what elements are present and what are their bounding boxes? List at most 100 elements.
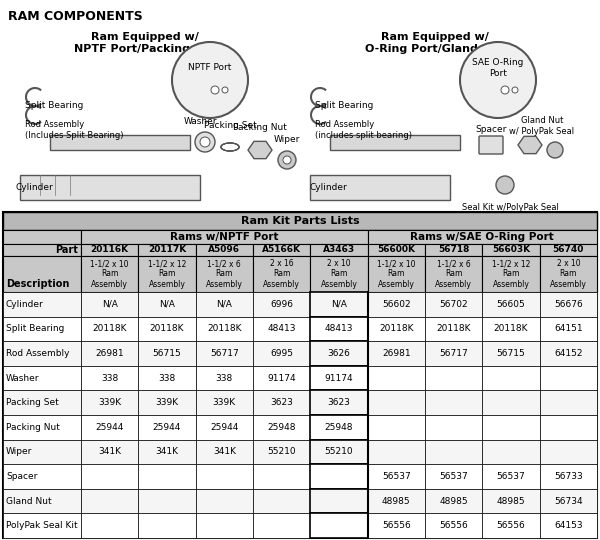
Polygon shape [518,136,542,154]
Bar [368,230,597,244]
Bar [196,489,253,514]
FancyBboxPatch shape [479,136,503,154]
Bar [3,230,81,244]
Bar [368,514,425,538]
Text: 56734: 56734 [554,497,583,505]
Bar [425,244,482,256]
Bar [253,464,310,489]
Text: Packing Nut: Packing Nut [6,423,60,432]
Bar [368,316,425,341]
Bar [253,514,310,538]
Text: 48985: 48985 [497,497,526,505]
Bar [253,415,310,440]
Bar [139,415,196,440]
Bar [196,256,253,292]
Text: Ram Kit Parts Lists: Ram Kit Parts Lists [241,216,359,226]
Bar [3,489,81,514]
Bar [3,212,597,538]
Bar [310,440,368,464]
Bar [368,256,425,292]
Text: 339K: 339K [98,398,121,407]
Bar [482,292,539,316]
Text: 26981: 26981 [382,349,410,358]
Bar [139,440,196,464]
Text: 55210: 55210 [325,448,353,456]
Text: Washer: Washer [6,374,40,383]
Bar [310,244,368,256]
Text: Cylinder: Cylinder [6,300,44,309]
Text: Rams w/SAE O-Ring Port: Rams w/SAE O-Ring Port [410,232,554,242]
Bar [482,489,539,514]
Bar [253,244,310,256]
Text: Ram Equipped w/
O-Ring Port/Gland Nut: Ram Equipped w/ O-Ring Port/Gland Nut [365,32,505,53]
Text: Ram Equipped w/
NPTF Port/Packing Nut: Ram Equipped w/ NPTF Port/Packing Nut [74,32,216,53]
Bar [139,292,196,316]
Bar [3,256,81,292]
Text: 1-1/2 x 10
Ram
Assembly: 1-1/2 x 10 Ram Assembly [91,259,129,289]
Bar [539,514,597,538]
Bar [310,489,368,514]
Circle shape [211,86,219,94]
Text: 339K: 339K [213,398,236,407]
Text: N/A: N/A [102,300,118,309]
Text: A3463: A3463 [323,246,355,254]
Bar [425,341,482,366]
Text: NPTF Port: NPTF Port [188,64,232,72]
Text: Description: Description [6,279,70,289]
Text: N/A: N/A [331,300,347,309]
Text: 56717: 56717 [439,349,468,358]
Bar [482,440,539,464]
Text: Cylinder: Cylinder [310,183,348,192]
Text: Spacer: Spacer [6,472,37,481]
Circle shape [512,87,518,93]
Bar [482,316,539,341]
Text: 55210: 55210 [268,448,296,456]
Circle shape [200,137,210,147]
Text: 20118K: 20118K [92,325,127,333]
Bar [368,366,425,390]
Bar [253,440,310,464]
Text: Split Bearing: Split Bearing [6,325,64,333]
Text: Split Bearing: Split Bearing [315,100,373,110]
Bar [368,415,425,440]
Bar [539,256,597,292]
Bar [330,135,460,150]
Bar [3,464,81,489]
Bar [81,316,139,341]
Bar [3,514,81,538]
Bar [196,415,253,440]
Text: 6996: 6996 [270,300,293,309]
Bar [3,415,81,440]
Text: Wiper: Wiper [274,136,300,145]
Text: 56740: 56740 [553,246,584,254]
Text: SAE O-Ring
Port: SAE O-Ring Port [472,58,524,78]
Circle shape [496,176,514,194]
Text: Packing Nut: Packing Nut [233,124,287,132]
Bar [310,366,368,390]
Bar [425,256,482,292]
Bar [539,415,597,440]
Text: 339K: 339K [155,398,179,407]
Bar [196,514,253,538]
Bar [253,390,310,415]
Text: 26981: 26981 [95,349,124,358]
Text: 6995: 6995 [270,349,293,358]
Bar [425,464,482,489]
Bar [482,244,539,256]
Text: 56537: 56537 [439,472,468,481]
Text: 25948: 25948 [268,423,296,432]
Bar [81,489,139,514]
Text: Packing Set: Packing Set [203,122,256,131]
Text: 56733: 56733 [554,472,583,481]
Text: 341K: 341K [155,448,179,456]
Bar [539,464,597,489]
Bar [20,175,200,200]
Text: 20116K: 20116K [91,246,129,254]
Text: 91174: 91174 [268,374,296,383]
Bar [196,464,253,489]
Bar [139,341,196,366]
Text: Wiper: Wiper [6,448,32,456]
Text: 56605: 56605 [497,300,526,309]
Bar [3,316,81,341]
Bar [253,341,310,366]
